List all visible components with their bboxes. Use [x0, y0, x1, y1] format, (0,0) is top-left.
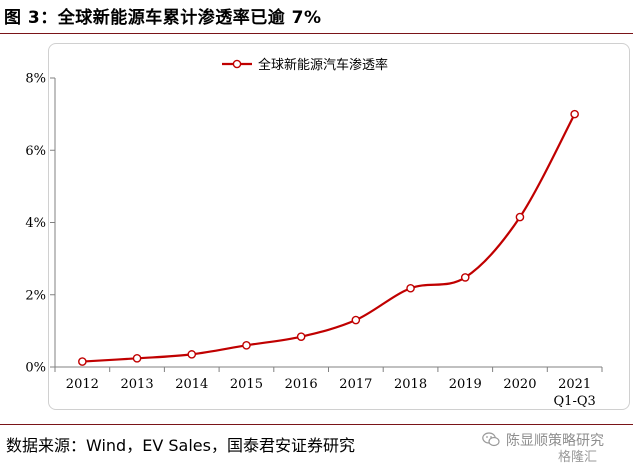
data-point	[515, 212, 525, 222]
y-tick-label: 6%	[25, 144, 46, 159]
data-point	[406, 283, 415, 293]
chart-frame	[48, 43, 630, 410]
series-line	[82, 113, 576, 363]
figure-title: 图 3：全球新能源车累计渗透率已逾 7%	[4, 8, 322, 28]
data-point	[132, 354, 142, 363]
y-tick-label: 2%	[25, 288, 46, 303]
y-tick-label: 0%	[25, 361, 46, 376]
x-tick-label: 2020	[503, 377, 536, 392]
footer-rule	[0, 424, 633, 425]
x-tick-label: 2016	[285, 377, 318, 392]
line-chart: 0% 2% 4% 6% 8% 2012 2013 2014 2015 2016 2017 2018 20…	[25, 57, 603, 409]
data-point	[78, 357, 87, 366]
data-source: 数据来源：Wind，EV Sales，国泰君安证券研究	[6, 436, 355, 455]
wechat-icon	[482, 432, 500, 447]
x-tick-sublabel: Q1-Q3	[554, 394, 596, 409]
y-tick-label: 4%	[25, 216, 46, 231]
y-tick-label: 8%	[25, 72, 46, 87]
data-point	[460, 273, 470, 282]
header-rule	[0, 33, 633, 34]
x-tick-label: 2014	[175, 377, 208, 392]
x-tick-label: 2018	[394, 377, 427, 392]
data-point	[242, 341, 251, 350]
x-tick-label: 2012	[66, 377, 99, 392]
x-tick-label: 2013	[121, 377, 154, 392]
data-point	[187, 350, 197, 359]
x-tick-label: 2017	[339, 377, 372, 392]
x-tick-label: 2019	[449, 377, 482, 392]
x-tick-label: 2021	[558, 377, 591, 392]
x-tick-label: 2015	[230, 377, 263, 392]
legend-marker	[232, 59, 242, 69]
watermark-subtext: 格隆汇	[558, 450, 598, 465]
data-point	[351, 315, 361, 325]
data-point	[296, 332, 306, 341]
figure-header: 图 3：全球新能源车累计渗透率已逾 7%	[0, 0, 633, 34]
legend-label: 全球新能源汽车渗透率	[258, 57, 388, 73]
data-point	[570, 109, 579, 119]
watermark: 陈显顺策略研究 格隆汇	[474, 430, 633, 465]
watermark-text: 陈显顺策略研究	[506, 433, 604, 449]
